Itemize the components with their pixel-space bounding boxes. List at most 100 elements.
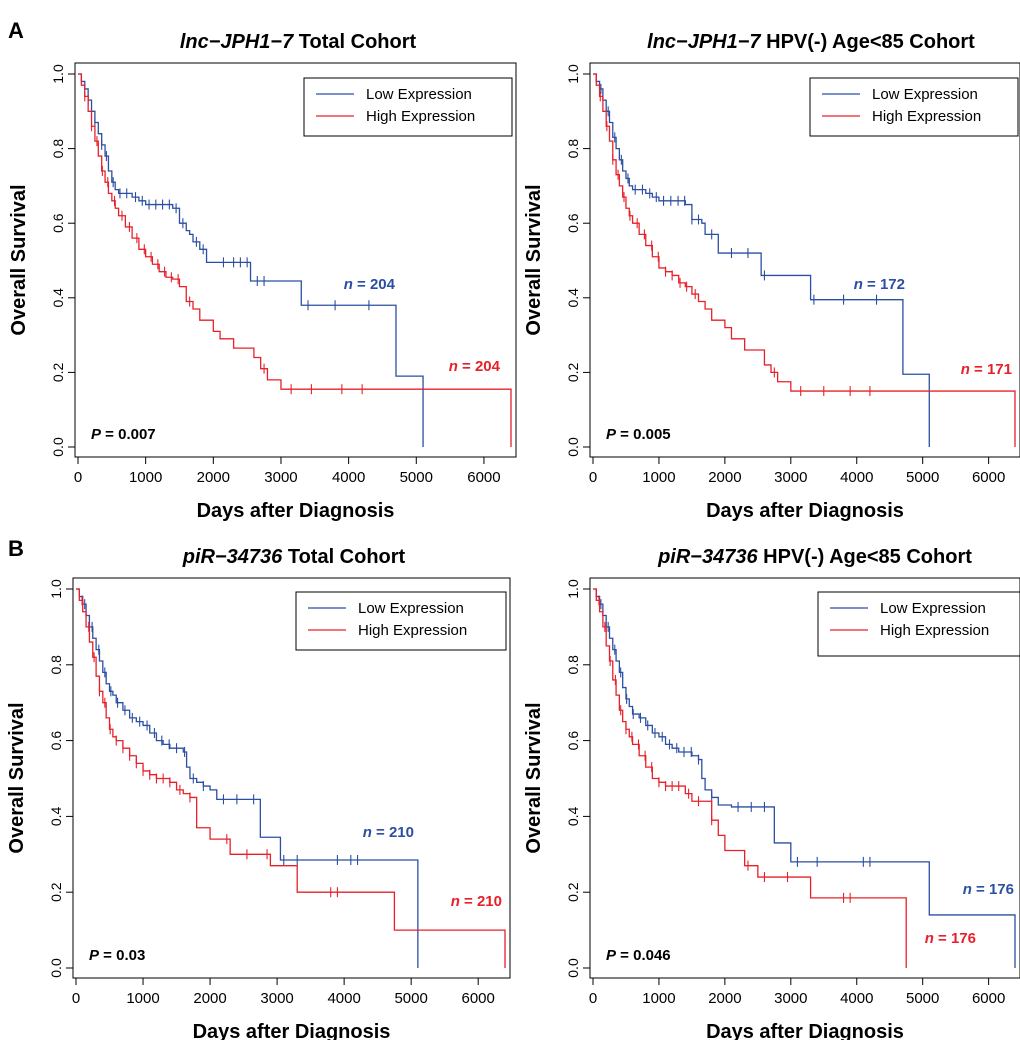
x-tick-label: 2000 [193, 990, 226, 1007]
y-axis-title: Overall Survival [523, 702, 545, 853]
p-value: = 0.007 [101, 426, 156, 443]
x-tick-label: 6000 [972, 990, 1005, 1007]
n-value: = 210 [372, 824, 414, 841]
legend-box [303, 77, 513, 137]
chart-title-cohort: HPV(-) Age<85 Cohort [761, 31, 976, 53]
n-symbol: n [449, 358, 458, 375]
x-tick-label: 3000 [260, 990, 293, 1007]
legend: Low Expression High Expression [303, 77, 513, 137]
y-tick-label: 0.4 [48, 806, 64, 826]
x-axis-title: Days after Diagnosis [193, 1021, 391, 1040]
y-tick-label: 0.0 [50, 437, 66, 457]
chart-title: lnc−JPH1−7 HPV(-) Age<85 Cohort [647, 31, 975, 53]
p-value: = 0.005 [616, 426, 671, 443]
x-tick-label: 2000 [708, 990, 741, 1007]
plot-frame [74, 62, 517, 458]
x-tick-label: 4000 [840, 990, 873, 1007]
n-symbol: n [963, 881, 972, 898]
chart-title: lnc−JPH1−7 Total Cohort [180, 31, 417, 53]
p-symbol: P [606, 947, 617, 964]
n-symbol: n [344, 276, 353, 293]
legend-box [817, 591, 1020, 657]
y-axis-title: Overall Survival [523, 184, 545, 335]
x-tick-label: 5000 [400, 469, 433, 486]
y-tick-label: 0.4 [565, 806, 581, 826]
n-label-low: n = 172 [854, 276, 905, 293]
x-tick-label: 4000 [327, 990, 360, 1007]
plot-frame [72, 577, 511, 979]
chart-title-gene: piR−34736 [657, 546, 758, 568]
x-tick-label: 0 [589, 990, 597, 1007]
chart-title-gene: piR−34736 [182, 546, 283, 568]
legend-label-high: High Expression [358, 622, 467, 639]
n-symbol: n [451, 893, 460, 910]
x-tick-label: 1000 [129, 469, 162, 486]
n-value: = 171 [970, 361, 1012, 378]
y-tick-label: 1.0 [48, 579, 64, 599]
n-label-low: n = 176 [963, 881, 1014, 898]
chart-title-gene: lnc−JPH1−7 [647, 31, 761, 53]
x-tick-label: 0 [74, 469, 82, 486]
panel-letter-b: B [8, 536, 24, 561]
p-value: = 0.046 [616, 947, 671, 964]
panel-letter-a: A [8, 18, 24, 43]
x-tick-label: 0 [589, 469, 597, 486]
y-tick-label: 0.8 [565, 139, 581, 159]
p-value: = 0.03 [99, 947, 145, 964]
x-tick-label: 3000 [774, 990, 807, 1007]
km-plot-pir-34736-hpv-neg: piR−34736 HPV(-) Age<85 Cohort 0 1000 2000 3… [523, 546, 1020, 1040]
n-symbol: n [961, 361, 970, 378]
plot-frame [589, 577, 1020, 979]
legend: Low Expression High Expression [295, 591, 507, 651]
x-tick-label: 2000 [708, 469, 741, 486]
legend-box [809, 77, 1019, 137]
legend-label-low: Low Expression [358, 600, 464, 617]
x-axis-title: Days after Diagnosis [197, 500, 395, 522]
legend-label-low: Low Expression [366, 86, 472, 103]
y-tick-label: 0.2 [48, 882, 64, 902]
survival-curve-high [593, 73, 1016, 447]
x-tick-label: 1000 [642, 469, 675, 486]
y-tick-label: 0.2 [565, 362, 581, 382]
legend-box [295, 591, 507, 651]
n-value: = 210 [460, 893, 502, 910]
n-label-high: n = 204 [449, 358, 501, 375]
y-tick-label: 0.0 [565, 958, 581, 978]
n-value: = 176 [934, 930, 976, 947]
y-axis-title: Overall Survival [6, 702, 28, 853]
km-plot-lnc-jph1-7-total: lnc−JPH1−7 Total Cohort 0 1000 2000 3000 4000… [8, 31, 517, 522]
plot-frame [589, 62, 1020, 458]
x-tick-label: 4000 [332, 469, 365, 486]
x-tick-label: 2000 [197, 469, 230, 486]
chart-title-cohort: Total Cohort [282, 546, 405, 568]
survival-curve-low [593, 588, 1016, 968]
km-plot-lnc-jph1-7-hpv-neg: lnc−JPH1−7 HPV(-) Age<85 Cohort 0 1000 2000… [523, 31, 1020, 522]
p-symbol: P [606, 426, 617, 443]
n-symbol: n [925, 930, 934, 947]
chart-title-cohort: HPV(-) Age<85 Cohort [758, 546, 973, 568]
chart-title-cohort: Total Cohort [293, 31, 416, 53]
x-tick-label: 1000 [642, 990, 675, 1007]
y-tick-label: 1.0 [50, 64, 66, 84]
p-symbol: P [91, 426, 102, 443]
x-tick-label: 5000 [906, 469, 939, 486]
survival-curve-low [593, 73, 930, 447]
n-value: = 204 [458, 358, 501, 375]
x-tick-label: 0 [72, 990, 80, 1007]
n-label-low: n = 210 [363, 824, 414, 841]
x-tick-label: 6000 [462, 990, 495, 1007]
survival-curve-low [78, 73, 424, 447]
n-value: = 204 [353, 276, 396, 293]
x-tick-label: 3000 [264, 469, 297, 486]
y-tick-label: 1.0 [565, 64, 581, 84]
y-tick-label: 1.0 [565, 579, 581, 599]
survival-curve-high [593, 588, 907, 968]
chart-title-gene: lnc−JPH1−7 [180, 31, 294, 53]
legend-label-low: Low Expression [880, 600, 986, 617]
y-tick-label: 0.6 [50, 213, 66, 233]
x-tick-label: 3000 [774, 469, 807, 486]
legend: Low Expression High Expression [809, 77, 1019, 137]
chart-title: piR−34736 Total Cohort [182, 546, 406, 568]
y-tick-label: 0.2 [50, 362, 66, 382]
p-value-label: P = 0.03 [89, 947, 145, 964]
